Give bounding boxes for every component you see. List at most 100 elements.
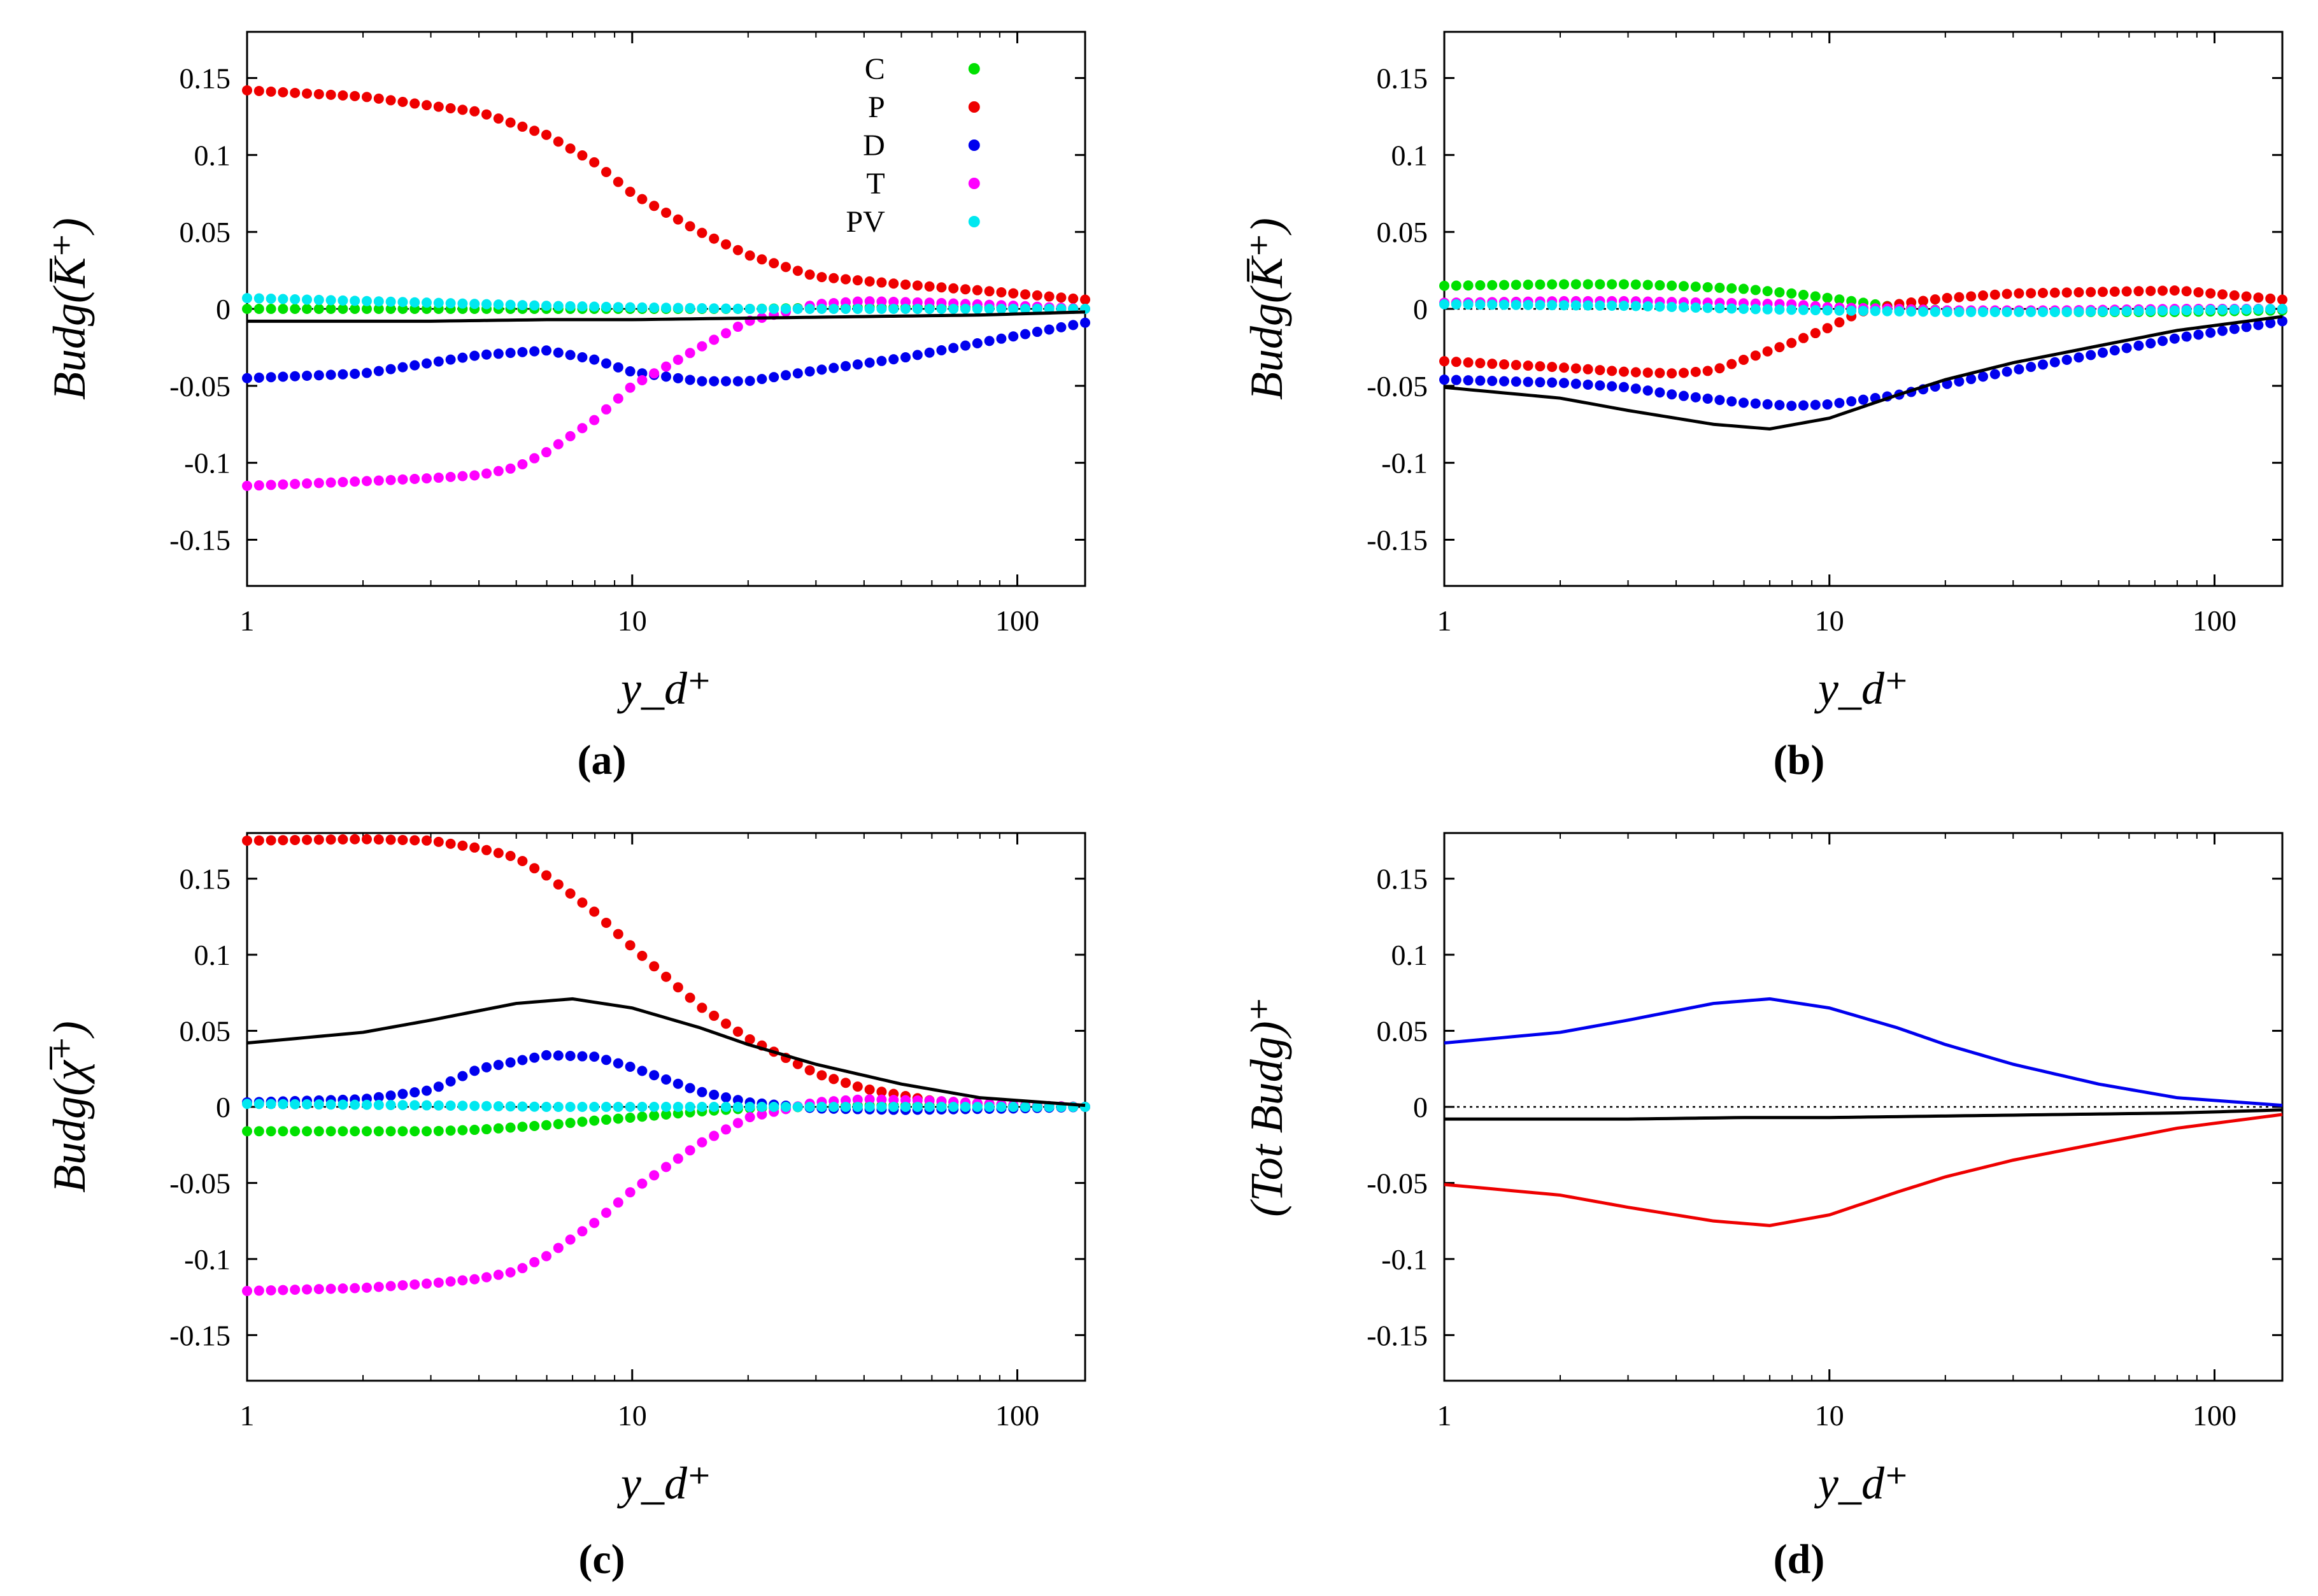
- data-point: [385, 304, 396, 314]
- data-point: [672, 982, 683, 993]
- data-point: [936, 345, 947, 356]
- data-point: [864, 296, 875, 307]
- data-point: [2073, 306, 2084, 317]
- data-point: [481, 349, 492, 360]
- data-point: [1008, 1102, 1019, 1112]
- data-point: [1989, 306, 2000, 317]
- data-point: [541, 1120, 551, 1130]
- data-point: [373, 296, 384, 307]
- data-point: [685, 303, 695, 313]
- data-point: [1630, 301, 1641, 311]
- data-point: [876, 304, 887, 314]
- series-p: [1439, 285, 2287, 379]
- data-point: [1475, 375, 1486, 386]
- legend-marker: [968, 178, 980, 189]
- data-point: [493, 466, 504, 476]
- data-point: [385, 474, 396, 485]
- data-point: [697, 303, 707, 314]
- data-point: [1582, 300, 1593, 311]
- data-point: [409, 98, 420, 109]
- data-point: [601, 1102, 611, 1112]
- data-point: [637, 1111, 648, 1122]
- data-point: [493, 1123, 504, 1134]
- data-point: [577, 150, 588, 161]
- y-tick-label: 0: [1413, 1091, 1428, 1123]
- data-point: [313, 294, 324, 305]
- data-point: [1798, 332, 1809, 343]
- data-point: [433, 356, 444, 367]
- data-point: [290, 304, 301, 314]
- data-point: [565, 1102, 576, 1112]
- data-point: [493, 299, 504, 310]
- data-point: [397, 1088, 408, 1099]
- data-point: [338, 90, 348, 101]
- data-point: [661, 971, 671, 982]
- data-point: [637, 1065, 648, 1076]
- data-point: [1702, 366, 1713, 376]
- data-point: [529, 863, 540, 874]
- data-point: [541, 345, 551, 356]
- data-point: [409, 473, 420, 484]
- data-point: [2169, 285, 2180, 296]
- data-point: [457, 1071, 468, 1081]
- data-point: [1439, 299, 1449, 310]
- data-point: [1080, 1102, 1090, 1112]
- data-point: [816, 304, 827, 314]
- legend-label: T: [866, 167, 885, 201]
- data-point: [1523, 360, 1533, 371]
- data-point: [841, 360, 851, 371]
- data-point: [481, 109, 492, 120]
- data-point: [1750, 350, 1761, 361]
- data-point: [469, 299, 480, 310]
- data-point: [302, 1099, 312, 1110]
- data-point: [290, 294, 301, 304]
- data-point: [1535, 361, 1546, 372]
- data-point: [338, 476, 348, 487]
- data-point: [2133, 340, 2144, 351]
- data-point: [350, 90, 360, 101]
- data-point: [350, 296, 360, 306]
- y-tick-label: 0.05: [1377, 216, 1428, 248]
- series-total: [247, 310, 1086, 323]
- data-point: [1989, 289, 2000, 300]
- data-point: [1475, 280, 1486, 291]
- data-point: [984, 1102, 995, 1112]
- data-point: [1798, 290, 1809, 301]
- data-point: [996, 287, 1007, 297]
- data-point: [457, 352, 468, 363]
- y-tick-label: -0.15: [169, 1319, 231, 1351]
- data-point: [1080, 317, 1090, 328]
- data-point: [362, 476, 372, 487]
- data-point: [290, 1099, 301, 1109]
- data-point: [1487, 376, 1498, 387]
- data-point: [1570, 363, 1581, 374]
- data-point: [1487, 299, 1498, 310]
- data-point: [625, 1112, 636, 1123]
- data-point: [1978, 290, 1988, 301]
- data-point: [2169, 333, 2180, 344]
- data-point: [649, 1070, 660, 1081]
- data-point: [2181, 331, 2192, 342]
- data-point: [302, 294, 312, 305]
- data-point: [996, 1102, 1007, 1112]
- data-point: [1499, 359, 1509, 370]
- data-point: [685, 348, 695, 359]
- data-point: [804, 366, 815, 377]
- data-point: [325, 295, 336, 306]
- data-point: [2098, 287, 2108, 297]
- data-point: [721, 1102, 731, 1112]
- y-tick-label: -0.1: [1381, 447, 1428, 480]
- data-point: [900, 279, 911, 290]
- data-point: [1630, 279, 1641, 290]
- data-point: [864, 1084, 875, 1095]
- data-point: [757, 254, 767, 265]
- data-point: [1834, 317, 1845, 328]
- data-point: [972, 304, 983, 314]
- data-point: [541, 301, 551, 311]
- data-point: [637, 1102, 648, 1112]
- data-point: [553, 439, 564, 450]
- y-tick-label: 0.15: [1377, 62, 1428, 95]
- y-tick-label: 0.1: [1391, 939, 1428, 971]
- data-point: [1630, 383, 1641, 394]
- data-point: [2253, 292, 2264, 303]
